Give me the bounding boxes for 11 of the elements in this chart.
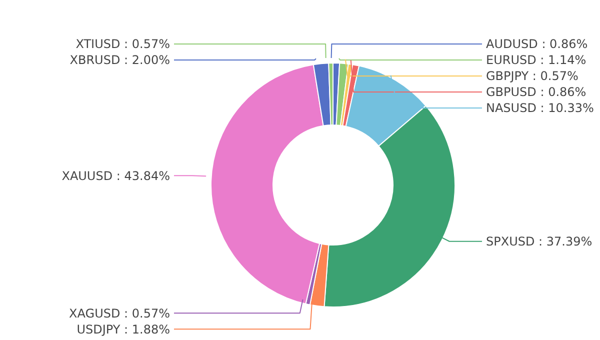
slice-label: AUDUSD : 0.86%	[486, 37, 588, 52]
slice-label: SPXUSD : 37.39%	[486, 234, 592, 249]
slice-label: GBPUSD : 0.86%	[486, 85, 586, 100]
slice-label: XBRUSD : 2.00%	[70, 53, 170, 68]
slice-label: XAUUSD : 43.84%	[62, 168, 170, 183]
slice-label: XTIUSD : 0.57%	[76, 37, 170, 52]
slice-label: USDJPY : 1.88%	[76, 322, 170, 336]
slice-label: EURUSD : 1.14%	[486, 53, 586, 68]
slice-label: XAGUSD : 0.57%	[69, 306, 170, 320]
slice-label: GBPJPY : 0.57%	[486, 69, 578, 84]
slice-label: NASUSD : 10.33%	[486, 101, 594, 116]
